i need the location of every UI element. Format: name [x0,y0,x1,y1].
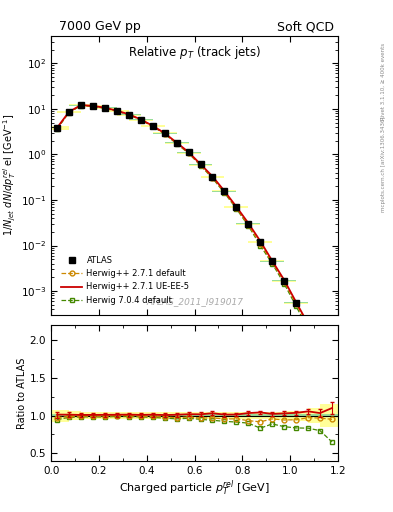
Text: mcplots.cern.ch [arXiv:1306.3436]: mcplots.cern.ch [arXiv:1306.3436] [381,116,386,211]
Legend: ATLAS, Herwig++ 2.7.1 default, Herwig++ 2.7.1 UE-EE-5, Herwig 7.0.4 default: ATLAS, Herwig++ 2.7.1 default, Herwig++ … [58,253,193,308]
Text: Soft QCD: Soft QCD [277,20,334,33]
Text: ATLAS_2011_I919017: ATLAS_2011_I919017 [146,297,243,307]
Text: Relative $p_{T}$ (track jets): Relative $p_{T}$ (track jets) [128,44,261,61]
Y-axis label: $1/N_{jet}$ $dN/dp^{rel}_{T}$ el [GeV$^{-1}$]: $1/N_{jet}$ $dN/dp^{rel}_{T}$ el [GeV$^{… [2,114,18,237]
Text: Rivet 3.1.10, ≥ 400k events: Rivet 3.1.10, ≥ 400k events [381,44,386,120]
Text: 7000 GeV pp: 7000 GeV pp [59,20,141,33]
Y-axis label: Ratio to ATLAS: Ratio to ATLAS [17,357,27,429]
X-axis label: Charged particle $p^{rel}_{T}$ [GeV]: Charged particle $p^{rel}_{T}$ [GeV] [119,478,270,498]
